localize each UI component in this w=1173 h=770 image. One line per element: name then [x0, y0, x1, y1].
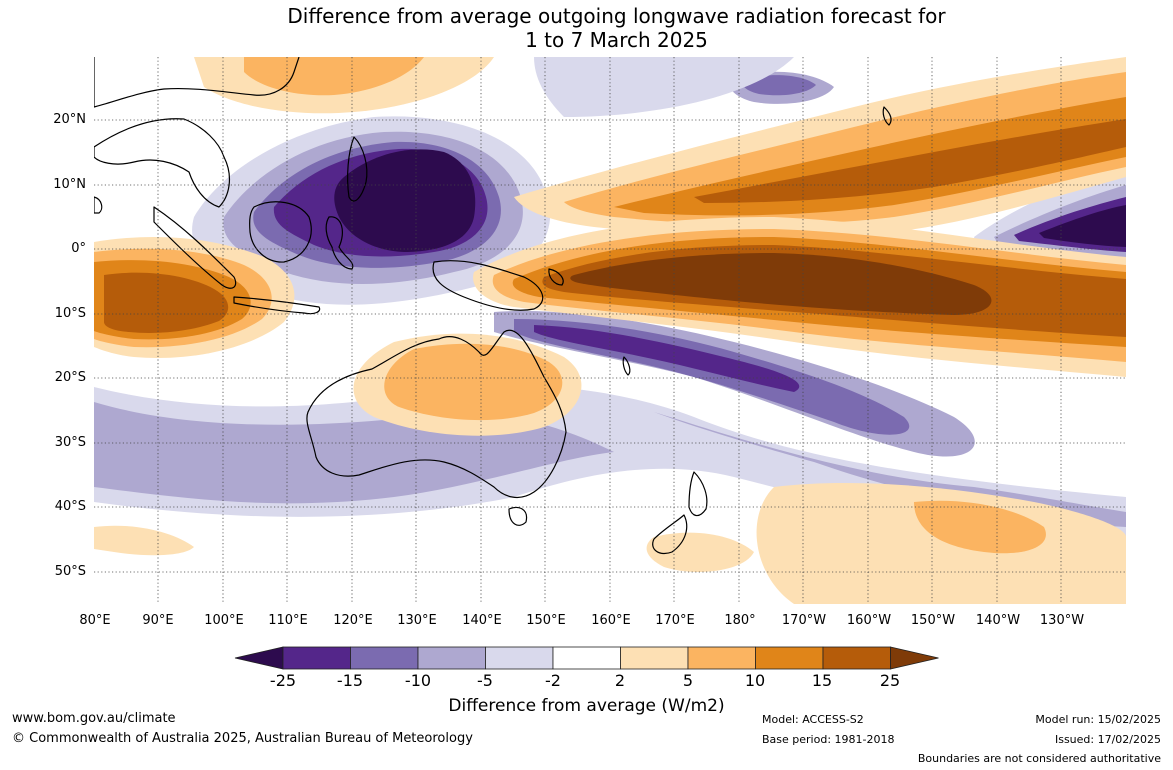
lon-label-110e: 110°E [268, 613, 308, 628]
model-text: Model: ACCESS-S2 [762, 713, 864, 726]
colorbar-label-15: 15 [811, 671, 833, 690]
lon-label-150w: 150°W [910, 613, 956, 628]
copyright-text: © Commonwealth of Australia 2025, Austra… [12, 731, 473, 746]
colorbar-label-neg5: -5 [477, 671, 493, 690]
colorbar-label-5: 5 [682, 671, 694, 690]
lon-label-180: 180° [724, 613, 756, 628]
lat-label-0: 0° [71, 241, 86, 256]
website-text: www.bom.gov.au/climate [12, 711, 176, 726]
lon-label-170w: 170°W [781, 613, 827, 628]
lat-label-20s: 20°S [54, 370, 86, 385]
lat-label-10n: 10°N [53, 177, 86, 192]
lon-label-170e: 170°E [655, 613, 695, 628]
lon-label-160e: 160°E [591, 613, 631, 628]
colorbar-extend-low [234, 646, 284, 670]
colorbar [234, 646, 939, 670]
colorbar-label-10: 10 [744, 671, 766, 690]
colorbar-title: Difference from average (W/m2) [448, 696, 725, 716]
model-run-text: Model run: 15/02/2025 [1035, 713, 1161, 726]
title-line-1: Difference from average outgoing longwav… [287, 4, 946, 28]
colorbar-swatch [822, 646, 891, 670]
lon-label-120e: 120°E [333, 613, 373, 628]
title-line-2: 1 to 7 March 2025 [525, 28, 708, 52]
base-period-text: Base period: 1981-2018 [762, 733, 895, 746]
lon-label-140w: 140°W [975, 613, 1021, 628]
lon-label-100e: 100°E [204, 613, 244, 628]
colorbar-extend-high [890, 646, 939, 670]
lon-label-160w: 160°W [846, 613, 892, 628]
lon-label-130e: 130°E [397, 613, 437, 628]
colorbar-swatch [485, 646, 554, 670]
lat-label-20n: 20°N [53, 112, 86, 127]
colorbar-label-25: 25 [879, 671, 901, 690]
lat-label-10s: 10°S [54, 306, 86, 321]
colorbar-swatch [350, 646, 419, 670]
map-title: Difference from average outgoing longwav… [0, 4, 1173, 52]
lat-label-30s: 30°S [54, 435, 86, 450]
coastlines [94, 57, 892, 555]
colorbar-swatch [282, 646, 351, 670]
colorbar-label-neg15: -15 [336, 671, 364, 690]
graticule [94, 57, 1126, 604]
colorbar-label-2: 2 [614, 671, 626, 690]
colorbar-label-neg10: -10 [404, 671, 432, 690]
lat-label-40s: 40°S [54, 499, 86, 514]
issued-text: Issued: 17/02/2025 [1054, 733, 1161, 746]
map-canvas [94, 57, 1126, 604]
colorbar-swatch [552, 646, 621, 670]
colorbar-swatch [687, 646, 756, 670]
lon-label-130w: 130°W [1039, 613, 1085, 628]
lon-label-140e: 140°E [462, 613, 502, 628]
colorbar-label-neg25: -25 [269, 671, 297, 690]
colorbar-swatch [755, 646, 824, 670]
colorbar-label-neg2: -2 [545, 671, 561, 690]
lon-label-90e: 90°E [142, 613, 174, 628]
lon-label-80e: 80°E [79, 613, 111, 628]
colorbar-swatch [620, 646, 689, 670]
olr-anomaly-map [94, 57, 1126, 604]
lon-label-150e: 150°E [526, 613, 566, 628]
lat-label-50s: 50°S [54, 564, 86, 579]
colorbar-swatch [417, 646, 486, 670]
disclaimer-text: Boundaries are not considered authoritat… [917, 752, 1161, 765]
